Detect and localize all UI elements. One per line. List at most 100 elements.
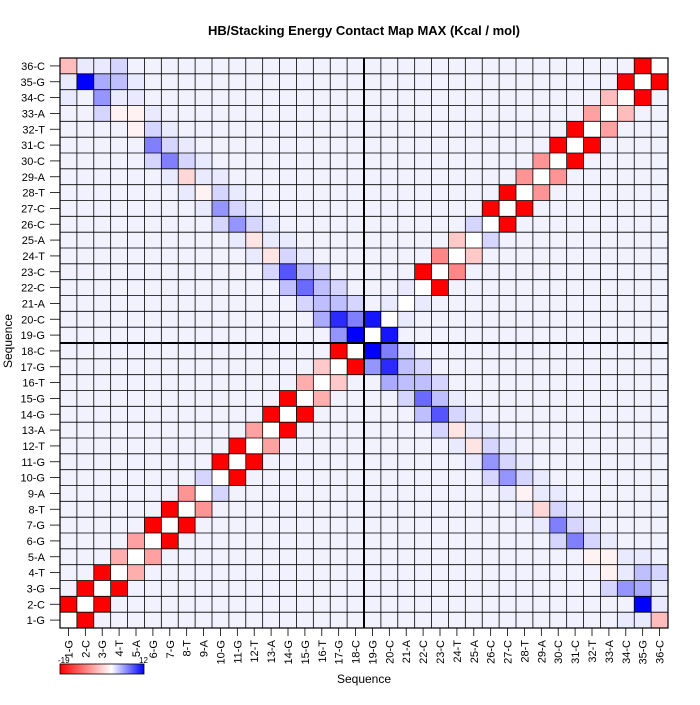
heatmap-cell	[76, 548, 94, 565]
heatmap-cell	[93, 327, 111, 343]
heatmap-cell	[397, 295, 415, 312]
heatmap-cell	[60, 564, 77, 581]
heatmap-cell	[245, 548, 263, 565]
heatmap-cell	[245, 73, 263, 90]
y-tick-label: 4-T	[29, 568, 46, 580]
heatmap-cell	[448, 580, 466, 597]
heatmap-cell	[364, 374, 381, 391]
heatmap-cells	[60, 58, 668, 628]
heatmap-gridlines	[59, 57, 669, 629]
heatmap-cell	[161, 263, 179, 280]
heatmap-cell	[499, 200, 516, 217]
heatmap-cell	[110, 137, 128, 153]
heatmap-cell	[532, 89, 550, 106]
heatmap-cell	[364, 263, 381, 280]
heatmap-cell	[532, 517, 550, 533]
heatmap-cell	[76, 248, 94, 264]
heatmap-cell	[482, 137, 500, 153]
heatmap-cell	[482, 374, 500, 391]
heatmap-cell	[76, 184, 94, 201]
heatmap-cell	[482, 121, 500, 138]
heatmap-cell	[347, 469, 364, 486]
heatmap-cell	[583, 438, 601, 454]
heatmap-cell	[583, 453, 601, 470]
heatmap-cell	[600, 343, 618, 359]
y-tick-label: 16-T	[22, 378, 45, 390]
heatmap-cell	[330, 153, 348, 169]
heatmap-cell	[397, 343, 415, 359]
heatmap-cell	[364, 121, 381, 138]
heatmap-cell	[499, 358, 516, 375]
heatmap-cell	[448, 406, 466, 423]
heatmap-cell	[60, 73, 77, 90]
heatmap-cell	[617, 121, 635, 138]
heatmap-cell	[245, 517, 263, 533]
heatmap-cell	[516, 438, 533, 454]
heatmap-cell	[228, 469, 246, 486]
heatmap-cell	[347, 406, 364, 423]
heatmap-cell	[279, 612, 297, 628]
heatmap-cell	[178, 485, 196, 502]
heatmap-cell	[634, 89, 652, 106]
heatmap-cell	[634, 485, 652, 502]
x-tick-label: 22-C	[418, 640, 430, 664]
heatmap-cell	[617, 295, 635, 312]
y-tick-label: 2-C	[27, 599, 45, 611]
heatmap-cell	[482, 358, 500, 375]
heatmap-cell	[279, 390, 297, 407]
heatmap-cell	[144, 485, 162, 502]
heatmap-cell	[93, 58, 111, 74]
x-tick-label: 11-G	[232, 640, 244, 664]
heatmap-cell	[380, 485, 398, 502]
heatmap-cell	[380, 311, 398, 328]
heatmap-cell	[347, 311, 364, 328]
heatmap-cell	[448, 612, 466, 628]
heatmap-cell	[228, 612, 246, 628]
heatmap-cell	[110, 89, 128, 106]
heatmap-cell	[228, 374, 246, 391]
heatmap-cell	[516, 564, 533, 581]
heatmap-cell	[516, 453, 533, 470]
heatmap-cell	[347, 295, 364, 312]
heatmap-cell	[195, 343, 212, 359]
heatmap-cell	[583, 374, 601, 391]
heatmap-cell	[296, 564, 314, 581]
heatmap-cell	[499, 390, 516, 407]
heatmap-cell	[195, 374, 212, 391]
heatmap-cell	[431, 533, 449, 549]
heatmap-cell	[465, 501, 483, 518]
heatmap-cell	[127, 89, 145, 106]
heatmap-cell	[532, 279, 550, 296]
heatmap-cell	[279, 216, 297, 233]
heatmap-cell	[516, 501, 533, 518]
heatmap-cell	[364, 137, 381, 153]
heatmap-cell	[380, 279, 398, 296]
heatmap-cell	[431, 137, 449, 153]
heatmap-cell	[583, 596, 601, 613]
heatmap-cell	[414, 279, 432, 296]
heatmap-cell	[414, 485, 432, 502]
heatmap-cell	[296, 612, 314, 628]
heatmap-cell	[262, 517, 280, 533]
heatmap-cell	[549, 406, 567, 423]
y-tick-label: 36-C	[21, 61, 45, 73]
heatmap-cell	[634, 406, 652, 423]
heatmap-cell	[380, 89, 398, 106]
heatmap-cell	[313, 279, 331, 296]
heatmap-cell	[296, 358, 314, 375]
heatmap-cell	[347, 263, 364, 280]
heatmap-cell	[228, 216, 246, 233]
heatmap-cell	[549, 358, 567, 375]
heatmap-cell	[364, 279, 381, 296]
heatmap-cell	[499, 216, 516, 233]
heatmap-cell	[651, 263, 668, 280]
heatmap-cell	[245, 327, 263, 343]
heatmap-cell	[245, 279, 263, 296]
heatmap-cell	[76, 311, 94, 328]
heatmap-cell	[566, 390, 584, 407]
heatmap-cell	[465, 533, 483, 549]
heatmap-cell	[465, 58, 483, 74]
x-tick-label: 32-T	[587, 640, 599, 663]
heatmap-cell	[380, 438, 398, 454]
heatmap-cell	[110, 358, 128, 375]
